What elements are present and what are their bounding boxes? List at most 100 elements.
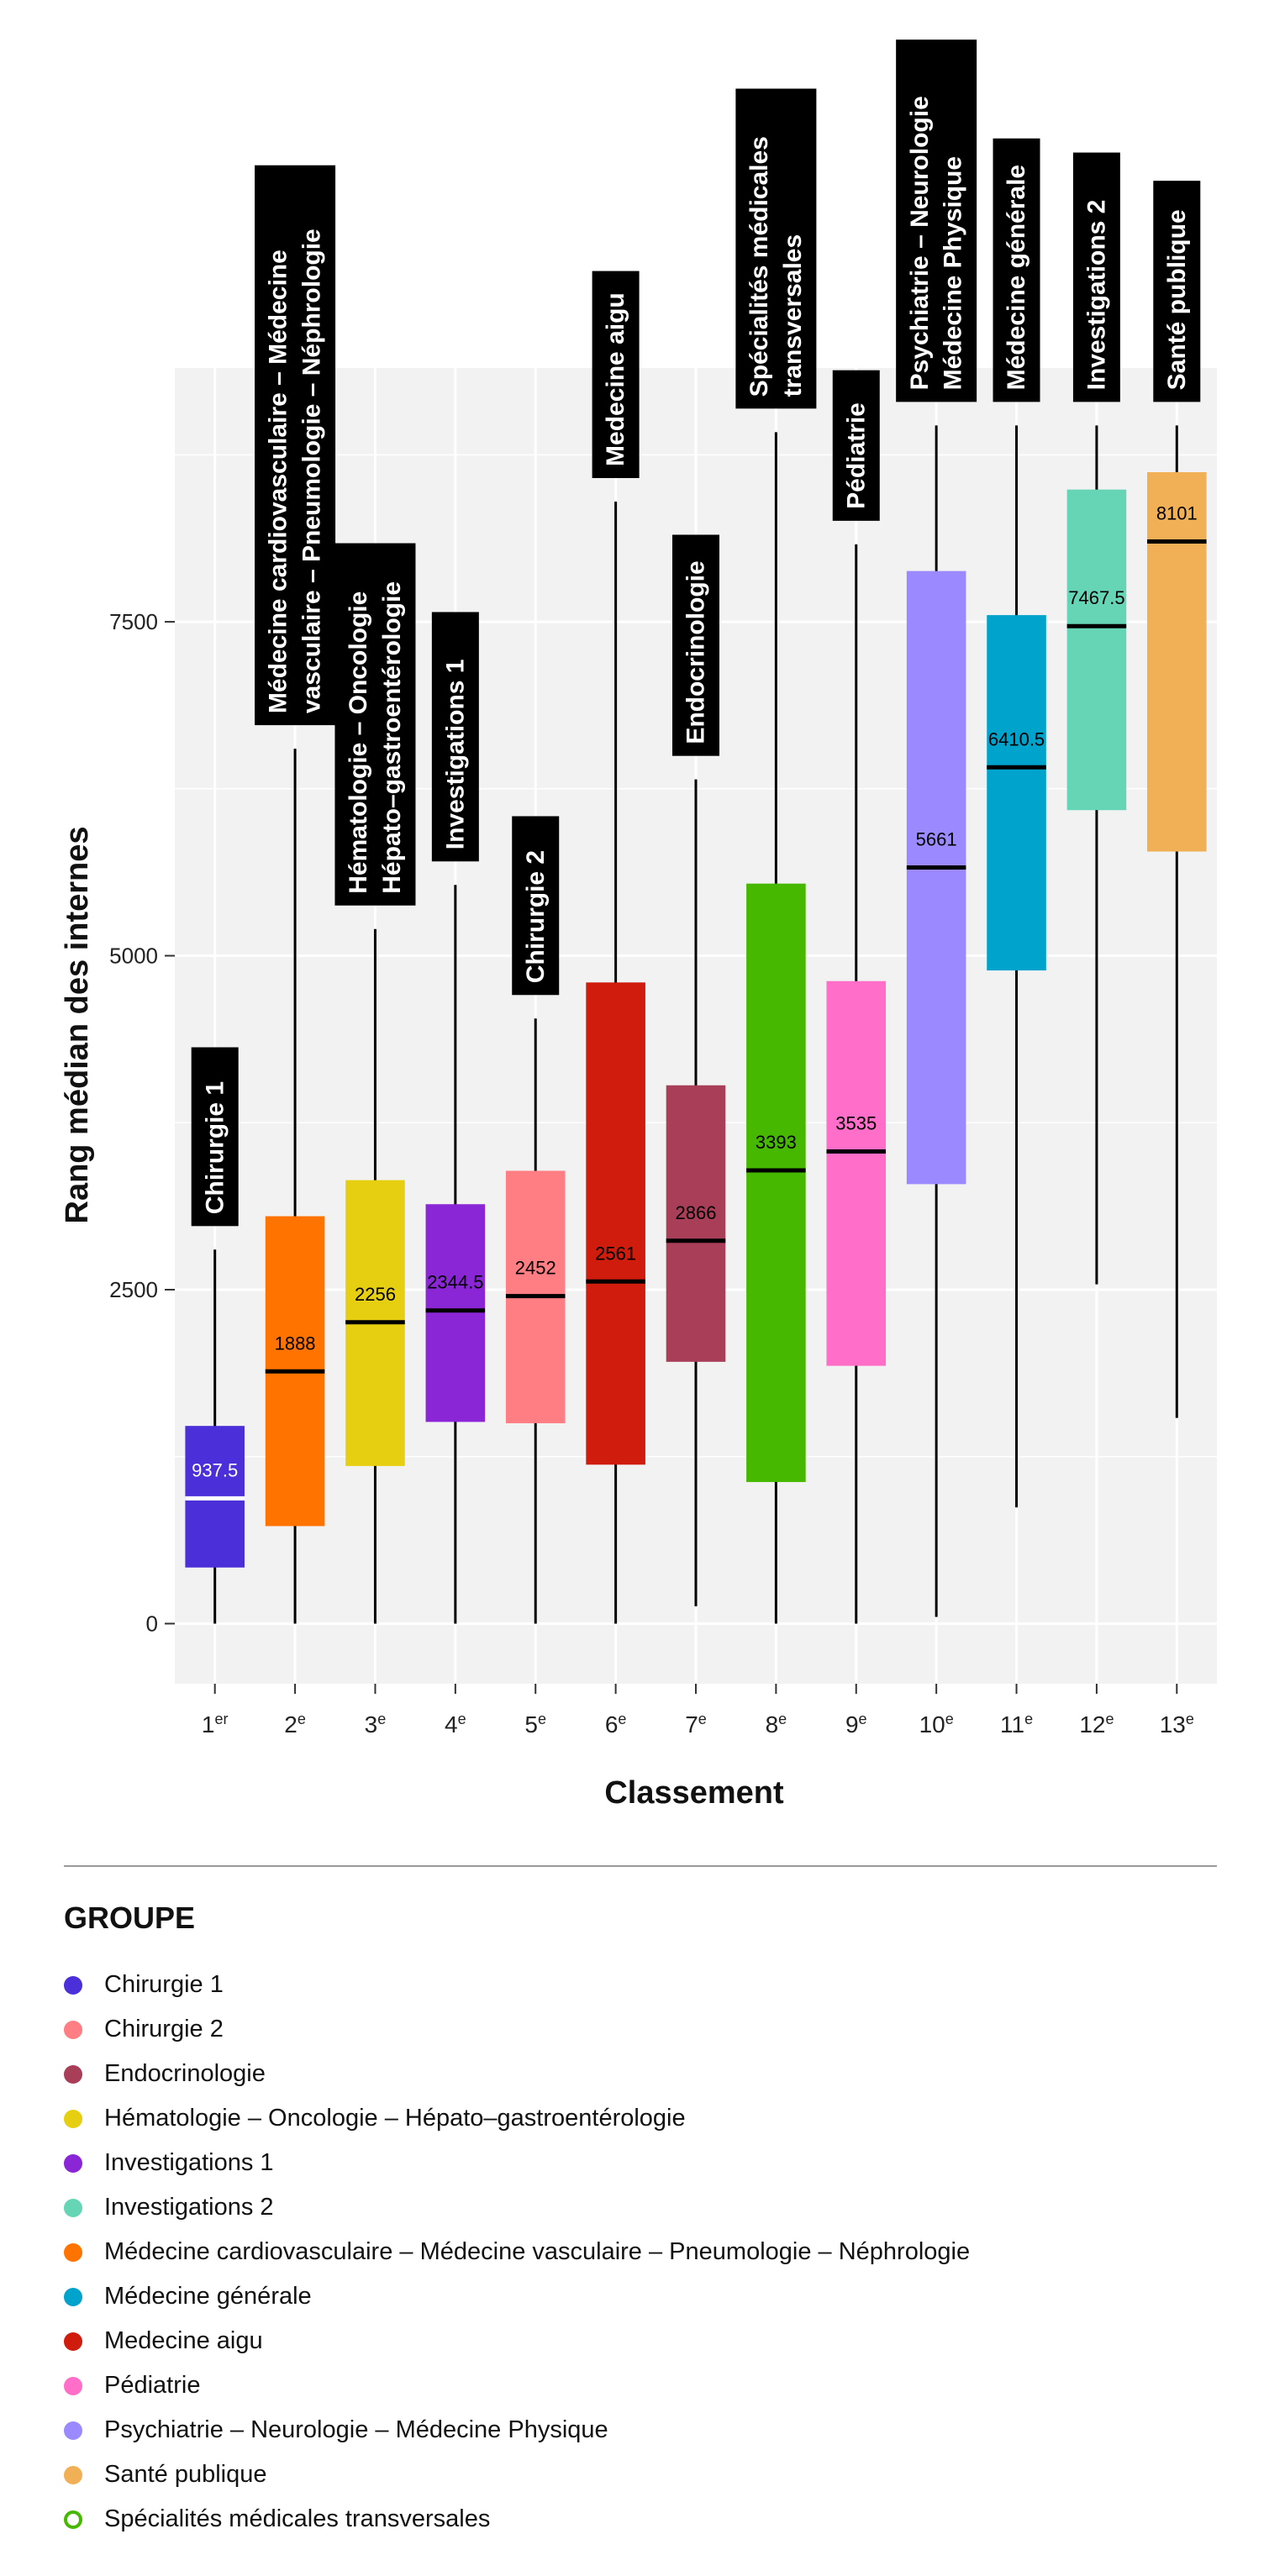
group-label-text: vasculaire – Pneumologie – Néphrologie bbox=[298, 229, 326, 713]
legend-divider bbox=[64, 1865, 1217, 1867]
group-label-text: Hépato–gastroentérologie bbox=[378, 581, 406, 894]
x-tick-label: 13e bbox=[1160, 1711, 1194, 1737]
x-tick-label: 5e bbox=[524, 1711, 546, 1737]
median-value-label: 2561 bbox=[595, 1243, 636, 1264]
legend-label: Chirurgie 2 bbox=[104, 2016, 224, 2042]
legend-label: Investigations 1 bbox=[104, 2149, 274, 2176]
group-label-text: Santé publique bbox=[1163, 209, 1191, 390]
y-tick-label: 2500 bbox=[109, 1277, 158, 1302]
group-label-background bbox=[255, 165, 336, 726]
median-value-label: 3535 bbox=[835, 1112, 877, 1133]
group-label-background bbox=[993, 138, 1040, 402]
legend-item: Psychiatrie – Neurologie – Médecine Phys… bbox=[64, 2408, 970, 2452]
median-value-label: 5661 bbox=[916, 828, 957, 849]
head-icon bbox=[64, 1975, 82, 1995]
legend-item: Santé publique bbox=[64, 2452, 970, 2497]
x-tick-rank: 7 bbox=[685, 1711, 698, 1737]
box-13 bbox=[1147, 472, 1207, 852]
x-tick-suffix: e bbox=[698, 1711, 707, 1727]
x-tick-suffix: e bbox=[1186, 1711, 1194, 1727]
box-10 bbox=[906, 570, 966, 1185]
group-label-background bbox=[191, 1047, 239, 1227]
x-tick-suffix: e bbox=[377, 1711, 386, 1727]
legend-item: Investigations 1 bbox=[64, 2141, 970, 2185]
group-label: Médecine générale bbox=[993, 138, 1040, 402]
median-value-label: 2344.5 bbox=[427, 1272, 483, 1293]
group-label: Hématologie – Oncologie Hépato–gastroenté… bbox=[334, 543, 416, 906]
y-tick-label: 0 bbox=[146, 1611, 158, 1636]
first-aid-kit-icon bbox=[64, 2332, 82, 2351]
group-label: Endocrinologie bbox=[672, 534, 719, 756]
legend-label: Endocrinologie bbox=[104, 2060, 266, 2087]
group-label: Chirurgie 2 bbox=[512, 816, 560, 996]
group-label: Spécialités médicales transversales bbox=[735, 88, 817, 409]
median-value-label: 2256 bbox=[355, 1284, 396, 1305]
x-tick-suffix: e bbox=[778, 1711, 787, 1727]
x-tick-suffix: e bbox=[458, 1711, 466, 1727]
x-axis-title: Classement bbox=[604, 1775, 784, 1811]
x-tick-suffix: e bbox=[1105, 1711, 1114, 1727]
person-icon bbox=[64, 2153, 82, 2173]
box-9 bbox=[826, 980, 887, 1366]
group-label-text: Medecine aigu bbox=[602, 292, 629, 466]
group-label: Investigations 1 bbox=[431, 612, 479, 862]
box-11 bbox=[987, 615, 1046, 971]
group-label-background bbox=[1153, 181, 1201, 402]
group-label-text: Spécialités médicales bbox=[745, 136, 773, 397]
group-label: Psychiatrie – Neurologie Médecine Physiqu… bbox=[896, 39, 977, 402]
legend-label: Spécialités médicales transversales bbox=[104, 2505, 491, 2532]
x-tick-rank: 1 bbox=[202, 1711, 215, 1737]
x-tick-label: 12e bbox=[1079, 1711, 1114, 1737]
dna-icon bbox=[64, 2198, 82, 2217]
group-label-background bbox=[334, 543, 416, 906]
x-tick-rank: 5 bbox=[524, 1711, 538, 1737]
ring-icon bbox=[64, 2510, 82, 2529]
legend-label: Medecine aigu bbox=[104, 2327, 263, 2354]
legend-item: Medecine aigu bbox=[64, 2319, 970, 2363]
group-label-text: Chirurgie 2 bbox=[522, 850, 550, 983]
x-tick-suffix: er bbox=[214, 1711, 228, 1727]
legend-label: Santé publique bbox=[104, 2461, 267, 2488]
group-label-background bbox=[431, 612, 479, 862]
group-label-text: Pédiatrie bbox=[842, 402, 870, 509]
teddy-bear-icon bbox=[64, 2376, 82, 2395]
median-value-label: 7467.5 bbox=[1068, 587, 1124, 608]
scales-icon bbox=[64, 2465, 82, 2484]
median-value-label: 937.5 bbox=[192, 1459, 238, 1480]
legend-item: Médecine cardiovasculaire – Médecine vas… bbox=[64, 2230, 970, 2274]
x-tick-label: 3e bbox=[365, 1711, 387, 1737]
brain-icon bbox=[64, 2421, 82, 2440]
legend-item: Hématologie – Oncologie – Hépato–gastroe… bbox=[64, 2096, 970, 2141]
x-tick-rank: 13 bbox=[1160, 1711, 1186, 1737]
legend-label: Chirurgie 1 bbox=[104, 1971, 224, 1998]
group-label-text: Psychiatrie – Neurologie bbox=[906, 96, 934, 390]
group-label-text: Médecine Physique bbox=[940, 156, 967, 390]
box-4 bbox=[425, 1204, 486, 1422]
y-tick-label: 7500 bbox=[109, 609, 158, 634]
group-label-text: Médecine cardiovasculaire – Médecine bbox=[265, 250, 292, 713]
group-label-background bbox=[1072, 152, 1120, 402]
x-tick-suffix: e bbox=[1024, 1711, 1033, 1727]
boxplot-chart: 937.5188822562344.5245225612866339335355… bbox=[60, 39, 1217, 1811]
group-label-text: Investigations 2 bbox=[1083, 200, 1111, 391]
legend-item: Investigations 2 bbox=[64, 2185, 970, 2230]
median-value-label: 6410.5 bbox=[988, 728, 1045, 749]
tooth-icon bbox=[64, 2020, 82, 2039]
x-tick-suffix: e bbox=[945, 1711, 954, 1727]
group-label-background bbox=[832, 370, 880, 521]
group-label-background bbox=[592, 271, 640, 478]
x-tick-suffix: e bbox=[859, 1711, 867, 1727]
legend-item: Pédiatrie bbox=[64, 2363, 970, 2408]
x-tick-label: 10e bbox=[919, 1711, 954, 1737]
group-label-text: Endocrinologie bbox=[682, 560, 710, 744]
molecule-icon bbox=[64, 2064, 82, 2084]
legend-label: Pédiatrie bbox=[104, 2372, 201, 2399]
legend-item: Spécialités médicales transversales bbox=[64, 2497, 970, 2542]
x-tick-rank: 2 bbox=[284, 1711, 298, 1737]
x-tick-suffix: e bbox=[618, 1711, 626, 1727]
group-label: Investigations 2 bbox=[1072, 152, 1120, 402]
x-tick-rank: 10 bbox=[919, 1711, 945, 1737]
legend-label: Investigations 2 bbox=[104, 2194, 274, 2221]
x-tick-suffix: e bbox=[538, 1711, 546, 1727]
